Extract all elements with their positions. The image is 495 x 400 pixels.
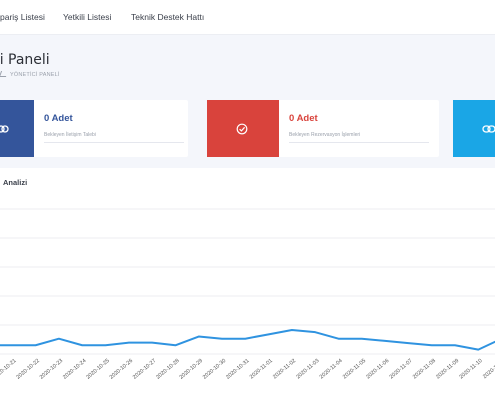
x-tick-label: 2020-10-30 bbox=[202, 358, 227, 381]
card-label: Bekleyen Rezervasyon İşlemleri bbox=[289, 132, 361, 138]
line-chart: 2020-10-202020-10-212020-10-222020-10-23… bbox=[0, 208, 495, 381]
breadcrumb-icon bbox=[0, 71, 9, 77]
card-icon-tile bbox=[453, 100, 495, 157]
x-tick-label: 2020-10-22 bbox=[15, 358, 40, 381]
x-tick-label: 2020-10-24 bbox=[62, 358, 87, 381]
x-tick-label: 2020-11-09 bbox=[435, 358, 460, 380]
link-icon bbox=[482, 125, 495, 133]
card-count: 0 Adet bbox=[289, 113, 318, 124]
x-tick-label: 2020-11-10 bbox=[458, 358, 483, 380]
x-tick-label: 2020-11-01 bbox=[249, 358, 274, 380]
check-circle-icon bbox=[236, 123, 248, 135]
stat-card-contact-requests[interactable]: 0 Adet Bekleyen İletişim Talebi bbox=[0, 100, 188, 157]
x-tick-label: 2020-11-04 bbox=[319, 358, 344, 380]
chart-title: Analizi bbox=[3, 178, 28, 187]
x-tick-label: 2020-11-06 bbox=[365, 358, 390, 380]
x-tick-label: 2020-11-08 bbox=[412, 358, 437, 380]
page-title: ci Paneli bbox=[0, 52, 50, 68]
card-icon-tile bbox=[0, 100, 34, 157]
nav-item-authorized-list[interactable]: Yetkili Listesi bbox=[63, 12, 112, 22]
card-divider bbox=[289, 142, 429, 143]
top-navigation: pariş Listesi Yetkili Listesi Teknik Des… bbox=[0, 0, 495, 35]
x-tick-label: 2020-11-02 bbox=[272, 358, 297, 380]
x-tick-label: 2020-10-26 bbox=[109, 358, 134, 381]
x-tick-label: 2020-11-05 bbox=[342, 358, 367, 380]
stat-card-third[interactable] bbox=[453, 100, 495, 157]
series-line bbox=[0, 328, 495, 351]
chart-panel bbox=[0, 168, 495, 400]
x-tick-label: 2020-10-25 bbox=[85, 358, 110, 381]
x-tick-label: 2020-10-23 bbox=[39, 358, 64, 381]
x-tick-label: 2020-10-31 bbox=[225, 358, 250, 381]
x-tick-label: 2020-10-27 bbox=[132, 358, 157, 381]
chart-series bbox=[0, 328, 495, 351]
nav-item-tech-support[interactable]: Teknik Destek Hattı bbox=[131, 12, 205, 22]
link-icon bbox=[0, 125, 9, 133]
nav-item-order-list[interactable]: pariş Listesi bbox=[0, 12, 45, 22]
x-axis-ticks: 2020-10-202020-10-212020-10-222020-10-23… bbox=[0, 358, 495, 381]
x-tick-label: 2020-10-21 bbox=[0, 358, 18, 381]
chart-grid bbox=[0, 208, 495, 355]
stat-card-reservations[interactable]: 0 Adet Bekleyen Rezervasyon İşlemleri bbox=[207, 100, 439, 157]
breadcrumb-label: YÖNETİCİ PANELİ bbox=[10, 72, 60, 78]
card-count: 0 Adet bbox=[44, 113, 73, 124]
card-icon-tile bbox=[207, 100, 279, 157]
card-label: Bekleyen İletişim Talebi bbox=[44, 132, 96, 138]
x-tick-label: 2020-11-07 bbox=[389, 358, 414, 380]
breadcrumb: YÖNETİCİ PANELİ bbox=[0, 71, 60, 78]
x-tick-label: 2020-10-28 bbox=[155, 358, 180, 381]
x-tick-label: 2020-10-29 bbox=[179, 358, 204, 381]
x-tick-label: 2020-11-03 bbox=[295, 358, 320, 380]
card-divider bbox=[44, 142, 184, 143]
x-tick-label: 2020-11-11 bbox=[482, 358, 495, 380]
